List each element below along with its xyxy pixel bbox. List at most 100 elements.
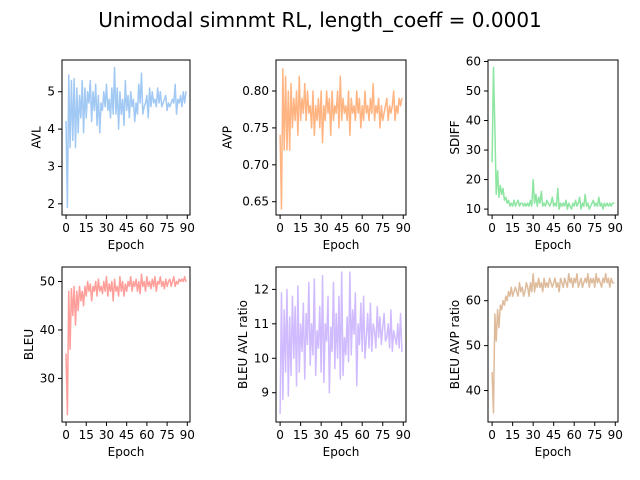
subplot-2: 0 15 30 45 60 75 90 0.65 0.70 0.75 0.80 Epoch AVP (221, 59, 411, 252)
x-tick-label: 90 (396, 428, 411, 442)
x-tick-label: 30 (99, 221, 114, 235)
y-tick-label: 30 (466, 143, 481, 157)
x-tick-label: 90 (180, 428, 195, 442)
x-tick-label: 75 (587, 221, 602, 235)
x-tick-label: 75 (375, 428, 390, 442)
x-tick-label: 15 (293, 428, 308, 442)
x-tick-label: 15 (505, 221, 520, 235)
y-tick-label: 40 (40, 323, 55, 337)
x-tick-label: 15 (505, 428, 520, 442)
x-tick-label: 90 (608, 221, 623, 235)
x-tick-label: 75 (375, 221, 390, 235)
x-tick-label: 90 (396, 221, 411, 235)
y-axis-label: SDIFF (448, 120, 462, 154)
x-tick-label: 45 (546, 221, 561, 235)
series-line (491, 66, 615, 210)
x-tick-label: 30 (314, 221, 329, 235)
x-tick-label: 75 (587, 428, 602, 442)
x-tick-label: 45 (119, 428, 134, 442)
y-tick-label: 20 (466, 173, 481, 187)
x-tick-label: 60 (139, 428, 154, 442)
x-tick-label: 60 (567, 221, 582, 235)
x-tick-label: 75 (159, 221, 174, 235)
x-tick-label: 0 (488, 428, 496, 442)
axes-frame (487, 59, 619, 216)
x-axis-label: Epoch (108, 238, 145, 252)
y-tick-label: 40 (466, 114, 481, 128)
axes-frame (61, 266, 191, 423)
x-tick-label: 15 (79, 221, 94, 235)
axes-frame (275, 266, 407, 423)
y-tick-label: 4 (47, 122, 55, 136)
y-tick-label: 11 (254, 317, 269, 331)
series-line (279, 68, 403, 210)
y-axis-label: BLEU AVP ratio (448, 300, 462, 389)
subplot-4: 0 15 30 45 60 75 90 30 40 50 Epoch BLEU (22, 266, 195, 459)
x-tick-label: 30 (526, 428, 541, 442)
axes-frame (275, 59, 407, 216)
x-axis-label: Epoch (535, 445, 572, 459)
x-tick-label: 30 (526, 221, 541, 235)
x-tick-label: 45 (119, 221, 134, 235)
x-tick-label: 0 (276, 428, 284, 442)
y-tick-label: 60 (466, 294, 481, 308)
y-tick-label: 10 (466, 202, 481, 216)
x-tick-label: 45 (334, 428, 349, 442)
y-axis-label: AVL (29, 126, 43, 149)
y-tick-label: 2 (47, 197, 55, 211)
x-tick-label: 0 (62, 221, 70, 235)
x-tick-label: 15 (293, 221, 308, 235)
y-tick-label: 0.65 (242, 195, 269, 209)
y-tick-label: 0.80 (242, 84, 269, 98)
subplot-3: 0 15 30 45 60 75 90 10 20 30 40 50 60 Epoch SDIFF (448, 54, 623, 252)
series-line (65, 273, 187, 416)
series-line (279, 271, 403, 415)
y-tick-label: 60 (466, 54, 481, 68)
x-tick-label: 60 (355, 221, 370, 235)
y-tick-label: 9 (261, 386, 269, 400)
y-tick-label: 12 (254, 282, 269, 296)
axes-frame (487, 266, 619, 423)
y-tick-label: 50 (466, 339, 481, 353)
y-tick-label: 5 (47, 85, 55, 99)
subplot-5: 0 15 30 45 60 75 90 9 10 11 12 Epoch BLEU AVL ratio (236, 266, 411, 459)
x-tick-label: 0 (62, 428, 70, 442)
x-tick-label: 0 (276, 221, 284, 235)
y-tick-label: 40 (466, 384, 481, 398)
y-axis-label: BLEU (22, 329, 36, 360)
y-tick-label: 3 (47, 159, 55, 173)
y-tick-label: 0.75 (242, 121, 269, 135)
x-tick-label: 60 (355, 428, 370, 442)
x-axis-label: Epoch (323, 445, 360, 459)
x-tick-label: 45 (334, 221, 349, 235)
x-tick-label: 75 (159, 428, 174, 442)
y-tick-label: 50 (40, 275, 55, 289)
figure-title: Unimodal simnmt RL, length_coeff = 0.000… (98, 8, 542, 32)
y-tick-label: 0.70 (242, 158, 269, 172)
x-axis-label: Epoch (323, 238, 360, 252)
y-tick-label: 10 (254, 351, 269, 365)
x-tick-label: 30 (314, 428, 329, 442)
series-line (491, 272, 615, 414)
x-axis-label: Epoch (108, 445, 145, 459)
x-tick-label: 15 (79, 428, 94, 442)
x-tick-label: 30 (99, 428, 114, 442)
x-tick-label: 60 (567, 428, 582, 442)
x-axis-label: Epoch (535, 238, 572, 252)
x-tick-label: 60 (139, 221, 154, 235)
axes-frame (61, 59, 191, 216)
y-tick-label: 50 (466, 84, 481, 98)
x-tick-label: 45 (546, 428, 561, 442)
series-line (65, 66, 187, 209)
y-axis-label: BLEU AVL ratio (236, 300, 250, 389)
x-tick-label: 0 (488, 221, 496, 235)
x-tick-label: 90 (608, 428, 623, 442)
y-axis-label: AVP (221, 126, 235, 149)
subplot-6: 0 15 30 45 60 75 90 40 50 60 Epoch BLEU AVP ratio (448, 266, 623, 459)
y-tick-label: 30 (40, 371, 55, 385)
x-tick-label: 90 (180, 221, 195, 235)
